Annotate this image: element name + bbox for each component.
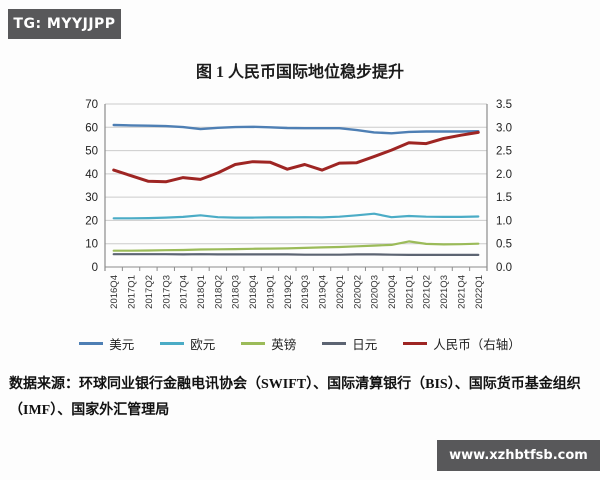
x-axis-tick-label: 2021Q2 (422, 275, 433, 309)
y-axis-left-tick-label: 40 (85, 169, 98, 181)
x-axis-tick-label: 2018Q3 (231, 275, 242, 309)
y-axis-left-tick-label: 70 (85, 99, 98, 111)
x-axis-tick-label: 2020Q4 (387, 275, 398, 309)
x-axis-tick-label: 2019Q3 (300, 275, 311, 309)
series-line-usd (112, 123, 480, 135)
line-chart: 0 0.0 10 0.5 20 1.0 30 1.5 40 2.0 50 2.5 60 3.0 70 3.5 2… (0, 90, 600, 332)
chart-title: 图 1 人民币国际地位稳步提升 (195, 64, 404, 81)
y-axis-right-tick-label: 0.5 (496, 239, 512, 251)
chart-canvas: 0 0.0 10 0.5 20 1.0 30 1.5 40 2.0 50 2.5 60 3.0 70 3.5 2… (85, 99, 512, 309)
y-axis-right-tick-label: 3.5 (496, 99, 512, 111)
series-line-gbp (112, 240, 480, 252)
y-axis-right-tick-label: 1.0 (496, 215, 512, 227)
x-axis-tick-label: 2018Q4 (248, 275, 259, 309)
series-line-jpy (112, 253, 480, 256)
y-axis-left-tick-label: 10 (85, 239, 98, 251)
data-source-note: 数据来源：环球同业银行金融电讯协会（SWIFT）、国际清算银行（BIS）、国际货… (9, 377, 581, 418)
watermark-badge-bottom: www.xzhbtfsb.com (437, 440, 600, 471)
legend-label-jpy: 日元 (352, 338, 378, 352)
x-axis-tick-label: 2016Q4 (109, 275, 120, 309)
series-line-rmb (112, 130, 480, 184)
legend-item-usd: 美元 (79, 334, 134, 353)
legend-swatch-rmb (403, 342, 428, 345)
y-axis-left-tick-label: 30 (85, 192, 98, 204)
y-axis-left-tick-label: 50 (85, 146, 98, 158)
x-axis-tick-label: 2019Q1 (265, 275, 276, 309)
legend-swatch-gbp (241, 342, 266, 345)
x-axis-tick-label: 2019Q4 (318, 275, 329, 309)
legend-label-usd: 美元 (109, 338, 135, 352)
y-axis-right-tick-label: 2.5 (496, 146, 512, 158)
legend-item-rmb: 人民币（右轴） (403, 334, 521, 353)
legend-swatch-eur (160, 342, 185, 345)
y-axis-right-tick-label: 3.0 (496, 122, 512, 134)
x-axis-tick-label: 2021Q1 (404, 275, 415, 309)
series-line-eur (112, 212, 480, 220)
legend-label-eur: 欧元 (190, 338, 216, 352)
x-axis-tick-label: 2020Q2 (352, 275, 363, 309)
x-axis-tick-label: 2021Q3 (439, 275, 450, 309)
x-axis-tick-label: 2019Q2 (283, 275, 294, 309)
y-axis-right-tick-label: 1.5 (496, 192, 512, 204)
chart-legend: 美元 欧元 英镑 日元 人民币（右轴） (0, 334, 600, 353)
legend-swatch-usd (79, 342, 104, 345)
x-axis-tick-label: 2017Q2 (144, 275, 155, 309)
x-axis-tick-label: 2017Q3 (161, 275, 172, 309)
y-axis-left-tick-label: 20 (85, 215, 98, 227)
watermark-badge-top: TG: MYYJJPP (8, 9, 121, 39)
legend-label-gbp: 英镑 (271, 338, 297, 352)
x-axis-tick-label: 2020Q3 (370, 275, 381, 309)
x-axis-tick-label: 2017Q4 (179, 275, 190, 309)
y-axis-right-tick-label: 0.0 (496, 262, 512, 274)
y-axis-left-tick-label: 0 (92, 262, 98, 274)
x-axis-tick-label: 2018Q2 (213, 275, 224, 309)
x-axis-tick-label: 2017Q1 (127, 275, 138, 309)
x-axis-tick-label: 2021Q4 (456, 275, 467, 309)
x-axis-tick-label: 2018Q1 (196, 275, 207, 309)
legend-item-gbp: 英镑 (241, 334, 296, 353)
legend-label-rmb: 人民币（右轴） (433, 338, 521, 352)
legend-item-jpy: 日元 (322, 334, 377, 353)
x-axis-tick-label: 2020Q1 (335, 275, 346, 309)
legend-swatch-jpy (322, 342, 347, 345)
legend-item-eur: 欧元 (160, 334, 215, 353)
x-axis-tick-label: 2022Q1 (474, 275, 485, 309)
y-axis-right-tick-label: 2.0 (496, 169, 512, 181)
y-axis-left-tick-label: 60 (85, 122, 98, 134)
